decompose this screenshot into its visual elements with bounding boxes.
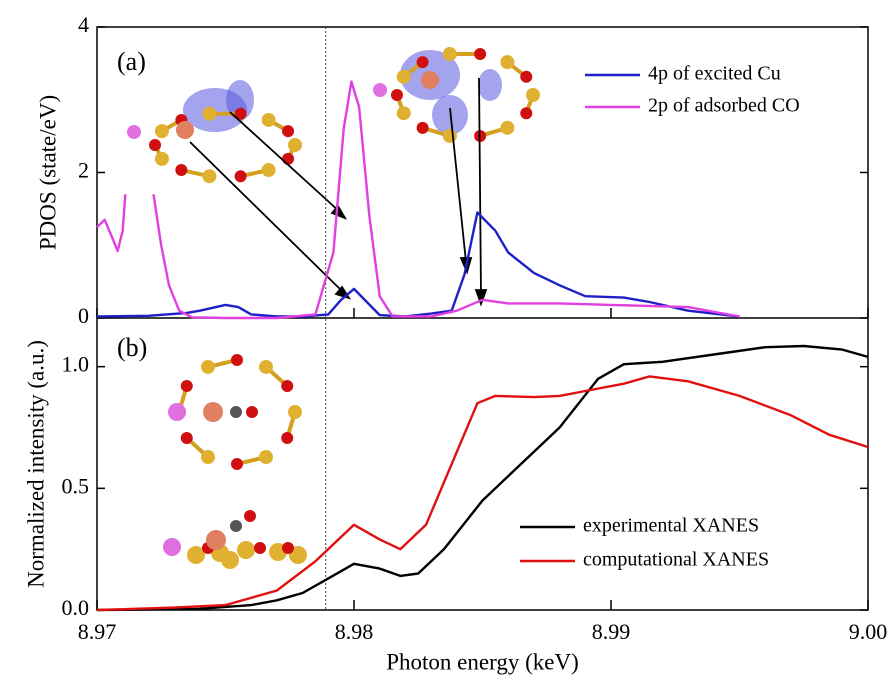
atom-c: [230, 406, 242, 418]
atom-o: [175, 164, 188, 177]
atom-o: [180, 380, 193, 392]
atom-o: [246, 406, 258, 418]
atom-si: [288, 405, 302, 419]
arrows: [189, 77, 488, 307]
orbital-lobe: [478, 69, 502, 101]
atom-k: [127, 125, 141, 139]
atom-o: [244, 510, 256, 522]
atom-si: [396, 106, 411, 121]
atom-k: [163, 538, 181, 556]
atom-si: [259, 450, 273, 465]
series-line: [96, 344, 869, 612]
series-line: [96, 211, 740, 318]
legend-label: computational XANES: [583, 549, 769, 571]
atom-si: [289, 546, 307, 564]
atom-si: [442, 128, 457, 143]
atom-si: [154, 124, 169, 139]
y-tick-label: 0.5: [62, 473, 90, 498]
atom-o: [391, 89, 403, 101]
atom-si: [396, 69, 411, 84]
y-tick-label: 0: [78, 303, 89, 328]
atom-si: [202, 169, 217, 184]
atom-si: [500, 120, 515, 135]
atom-o: [234, 170, 247, 183]
y-axis-label: PDOS (state/eV): [35, 95, 60, 250]
x-tick-label: 8.99: [592, 619, 631, 644]
orbital-lobe: [226, 80, 254, 120]
atom-o: [180, 432, 193, 444]
atom-si: [201, 359, 215, 374]
atom-cu: [421, 71, 439, 89]
atom-o: [282, 125, 295, 138]
panel-label: (a): [117, 47, 146, 76]
atom-o: [231, 458, 243, 470]
atom-k: [373, 83, 387, 97]
atom-si: [261, 112, 276, 127]
x-tick-label: 9.00: [849, 619, 888, 644]
atom-o: [254, 542, 266, 554]
atom-cu: [206, 530, 226, 550]
atom-si: [259, 359, 273, 374]
y-tick-label: 4: [78, 12, 89, 37]
atom-si: [526, 88, 540, 102]
atom-si: [261, 163, 276, 178]
panel-label: (b): [117, 333, 147, 362]
atom-cu: [176, 121, 194, 139]
legend-label: 2p of adsorbed CO: [648, 95, 800, 117]
atom-si: [202, 106, 217, 121]
legend-label: 4p of excited Cu: [648, 63, 781, 85]
legend-label: experimental XANES: [583, 515, 759, 537]
y-tick-label: 1.0: [62, 352, 90, 377]
atom-si: [201, 450, 215, 465]
atom-k: [168, 403, 186, 421]
atom-si: [154, 151, 169, 166]
atom-o: [416, 121, 429, 134]
x-axis-label: Photon energy (keV): [386, 649, 578, 674]
y-axis-label: Normalized intensity (a.u.): [23, 340, 48, 588]
atom-o: [416, 56, 429, 69]
atom-si: [237, 541, 255, 559]
atom-o: [282, 542, 294, 554]
atom-o: [231, 354, 243, 366]
atom-o: [520, 70, 533, 83]
y-tick-label: 0.0: [62, 595, 90, 620]
atom-si: [442, 47, 457, 62]
atom-o: [520, 107, 533, 120]
atom-o: [281, 432, 294, 444]
series-line: [96, 80, 740, 320]
x-tick-label: 8.97: [78, 619, 117, 644]
atom-o: [149, 139, 161, 151]
atom-c: [230, 520, 242, 532]
atom-cu: [203, 402, 223, 422]
atom-o: [474, 48, 487, 61]
y-tick-label: 2: [78, 158, 89, 183]
atom-o: [281, 380, 294, 392]
atom-si: [221, 551, 239, 569]
x-tick-label: 8.98: [335, 619, 374, 644]
series-line: [96, 375, 869, 612]
atom-o: [282, 152, 295, 165]
atom-si: [288, 138, 302, 152]
atom-si: [500, 55, 515, 70]
atom-o: [234, 107, 247, 120]
atom-si: [187, 546, 205, 564]
